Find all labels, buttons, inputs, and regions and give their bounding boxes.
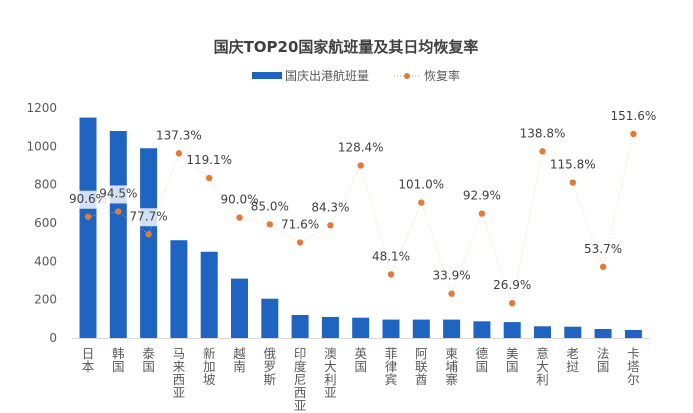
- y-tick-label: 800: [34, 178, 57, 192]
- rate-data-label: 53.7%: [584, 242, 622, 256]
- rate-data-label: 92.9%: [463, 189, 501, 203]
- rate-point: [266, 221, 273, 228]
- x-tick-label: 老挝: [567, 346, 580, 374]
- y-tick-label: 600: [34, 216, 57, 230]
- rate-data-label: 71.6%: [281, 218, 319, 232]
- legend-bar-swatch: [252, 72, 282, 79]
- bar: [140, 148, 158, 338]
- rate-data-label: 90.0%: [220, 193, 258, 207]
- x-tick-label: 印度尼西亚: [294, 346, 307, 413]
- x-tick-label: 卡塔尔: [627, 346, 640, 387]
- bar: [473, 321, 491, 338]
- rate-point: [236, 214, 243, 221]
- x-tick-label: 韩国: [112, 346, 125, 374]
- x-tick-label: 马来西亚: [173, 346, 186, 400]
- x-tick-label: 澳大利亚: [324, 346, 337, 400]
- bar: [109, 131, 127, 338]
- bar: [443, 319, 461, 338]
- data-label-bg: [131, 208, 166, 227]
- rate-point: [115, 208, 122, 215]
- legend-bar-label: 国庆出港航班量: [285, 68, 369, 83]
- bar: [503, 322, 521, 338]
- rate-data-label: 48.1%: [372, 249, 410, 263]
- x-tick-label: 德国: [476, 346, 489, 374]
- rate-data-label: 115.8%: [550, 158, 596, 172]
- x-tick-label: 菲律宾: [385, 346, 398, 387]
- x-tick-label: 新加坡: [203, 346, 216, 387]
- rate-point: [175, 150, 183, 157]
- rate-point: [206, 174, 213, 182]
- bar: [200, 251, 218, 338]
- data-label-bg: [71, 190, 105, 209]
- rate-point: [509, 299, 516, 307]
- rate-point: [418, 199, 425, 206]
- rate-data-label: 137.3%: [156, 128, 202, 142]
- x-tick-label: 柬埔寨: [445, 346, 458, 387]
- rate-data-label: 128.4%: [338, 140, 384, 154]
- rate-point: [539, 148, 546, 155]
- x-tick-label: 俄罗斯: [264, 346, 277, 387]
- data-label-bg: [101, 185, 136, 204]
- rate-data-label: 101.0%: [398, 178, 444, 192]
- rate-point: [387, 271, 395, 278]
- bar: [321, 316, 339, 338]
- bar: [79, 117, 97, 338]
- x-tick-label: 日本: [82, 346, 95, 374]
- rate-data-label: 33.9%: [433, 269, 471, 283]
- y-tick-label: 1000: [26, 139, 57, 153]
- x-tick-label: 阿联酋: [415, 346, 428, 387]
- y-tick-label: 1200: [26, 101, 57, 115]
- bar: [412, 319, 430, 338]
- rate-point: [569, 179, 576, 186]
- rate-point: [296, 239, 304, 246]
- bars: [79, 117, 642, 338]
- y-axis: 0 200 400 600 800 1000 1200: [26, 101, 57, 345]
- bar: [291, 315, 309, 338]
- rate-data-label: 119.1%: [186, 153, 232, 167]
- bar: [534, 326, 551, 338]
- rate-point: [478, 210, 486, 217]
- bar: [382, 319, 400, 338]
- bar: [261, 298, 279, 338]
- bar: [564, 326, 582, 338]
- bar: [624, 329, 642, 338]
- legend-line-marker: [404, 73, 410, 79]
- x-tick-label: 意大利: [536, 346, 549, 387]
- rate-point: [630, 130, 637, 138]
- rate-point: [599, 263, 607, 271]
- rate-data-label: 151.6%: [611, 109, 657, 123]
- rate-data-label: 138.8%: [520, 126, 566, 140]
- legend: 国庆出港航班量 恢复率: [252, 68, 460, 83]
- x-tick-label: 英国: [354, 346, 367, 374]
- bar: [594, 328, 612, 338]
- rate-data-label: 94.5%: [99, 186, 137, 200]
- y-tick-label: 200: [34, 293, 57, 307]
- rate-point: [327, 222, 334, 229]
- rate-point: [357, 162, 364, 169]
- x-tick-label: 越南: [233, 346, 246, 374]
- bar: [170, 240, 188, 338]
- x-tick-label: 美国: [506, 346, 519, 374]
- rate-data-label: 90.6%: [69, 192, 107, 206]
- bar: [231, 278, 248, 338]
- rate-data-label: 77.7%: [130, 209, 168, 223]
- y-tick-label: 0: [49, 331, 57, 345]
- rate-data-label: 85.0%: [251, 199, 289, 213]
- rate-point: [145, 231, 152, 238]
- x-tick-label: 泰国: [142, 346, 155, 374]
- x-tick-label: 法国: [597, 346, 610, 374]
- chart-title: 国庆TOP20国家航班量及其日均恢复率: [214, 38, 479, 56]
- y-tick-label: 400: [34, 254, 57, 268]
- rate-line: 90.6%94.5% 77.7% 137.3% 119.1% 90.0%85.0% 71.…: [69, 109, 657, 307]
- rate-point: [448, 290, 455, 297]
- rate-data-label: 26.9%: [493, 278, 531, 292]
- bar: [352, 317, 370, 338]
- legend-line-label: 恢复率: [424, 68, 460, 83]
- rate-data-label: 84.3%: [311, 200, 349, 214]
- rate-point: [84, 213, 92, 220]
